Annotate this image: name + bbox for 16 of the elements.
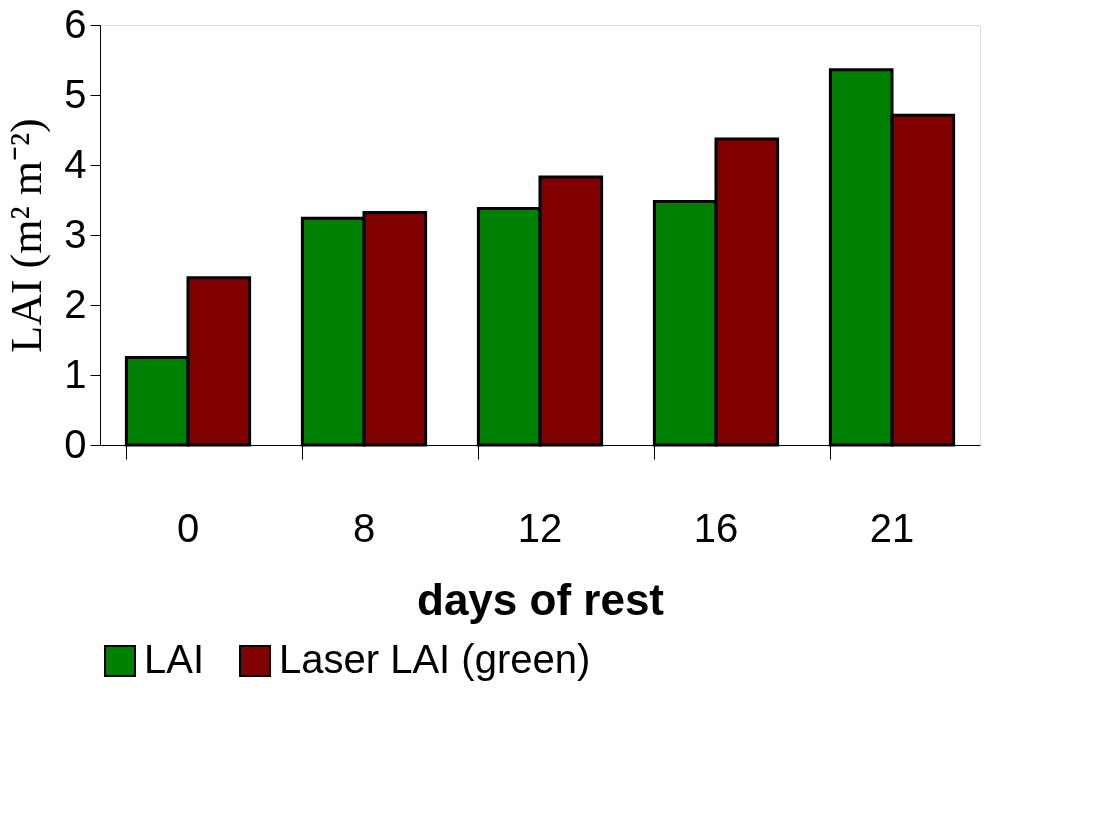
y-tick-label: 1 (64, 351, 87, 396)
y-tick-label: 3 (64, 211, 87, 256)
y-tick-label: 0 (64, 421, 87, 466)
x-axis-title: days of rest (417, 574, 665, 624)
y-tick-label: 6 (64, 1, 87, 46)
x-tick-label: 21 (869, 505, 915, 550)
legend-label: Laser LAI (green) (279, 637, 591, 681)
y-tick-label: 4 (64, 141, 87, 186)
x-tick-label: 8 (352, 505, 376, 550)
x-tick-label: 12 (517, 505, 563, 550)
y-tick-label: 2 (64, 281, 87, 326)
x-tick-label: 16 (693, 505, 739, 550)
y-tick-label: 5 (64, 71, 87, 116)
x-tick-label: 0 (176, 505, 200, 550)
legend-label: LAI (144, 637, 205, 681)
y-axis-title: LAI (m² m⁻²) (2, 118, 52, 353)
